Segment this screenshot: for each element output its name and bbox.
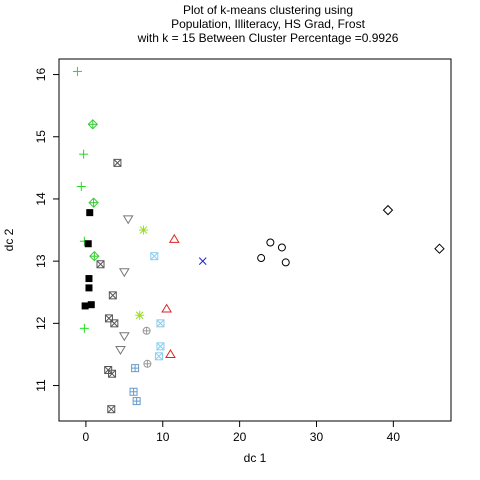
data-point — [139, 226, 148, 235]
data-points — [73, 67, 444, 413]
data-point — [120, 269, 129, 277]
data-point — [166, 350, 175, 358]
x-axis-label: dc 1 — [244, 451, 267, 465]
data-point — [86, 285, 92, 291]
y-tick-label: 12 — [34, 316, 48, 330]
data-point — [135, 311, 144, 320]
x-tick-label: 0 — [83, 430, 90, 444]
data-point — [109, 292, 116, 299]
data-point — [282, 259, 289, 266]
data-point — [199, 258, 206, 265]
data-point — [77, 182, 86, 191]
data-point — [73, 67, 82, 76]
data-point — [155, 353, 162, 360]
plot-frame — [59, 59, 451, 421]
data-point — [157, 320, 164, 327]
data-point — [143, 327, 150, 334]
data-point — [132, 365, 139, 372]
data-point — [80, 324, 89, 333]
y-axis: 11 12 13 14 15 16 — [34, 68, 59, 392]
data-point — [157, 343, 164, 350]
data-point — [258, 255, 265, 262]
data-point — [383, 206, 392, 215]
data-point — [85, 241, 91, 247]
data-point — [162, 305, 171, 313]
data-point — [90, 252, 99, 261]
data-point — [435, 244, 444, 253]
data-point — [86, 276, 92, 282]
chart-title-line-2: Population, Illiteracy, HS Grad, Frost — [171, 17, 366, 31]
data-point — [88, 120, 97, 129]
data-point — [170, 235, 179, 243]
x-tick-label: 20 — [233, 430, 247, 444]
data-point — [79, 150, 88, 159]
data-point — [116, 346, 125, 354]
x-axis: 0 10 20 30 40 — [83, 421, 401, 444]
data-point — [124, 216, 133, 224]
data-point — [87, 210, 93, 216]
y-tick-label: 16 — [34, 68, 48, 82]
data-point — [133, 398, 140, 405]
y-axis-label: dc 2 — [2, 228, 16, 251]
y-tick-label: 14 — [34, 192, 48, 206]
chart-title-line-1: Plot of k-means clustering using — [183, 3, 353, 17]
data-point — [278, 244, 285, 251]
data-point — [97, 261, 104, 268]
data-point — [114, 159, 121, 166]
chart-title-line-3: with k = 15 Between Cluster Percentage =… — [137, 31, 399, 45]
y-tick-label: 15 — [34, 130, 48, 144]
data-point — [108, 406, 115, 413]
data-point — [88, 302, 94, 308]
x-tick-label: 40 — [387, 430, 401, 444]
data-point — [111, 320, 118, 327]
data-point — [130, 388, 137, 395]
data-point — [151, 253, 158, 260]
x-tick-label: 30 — [310, 430, 324, 444]
data-point — [89, 198, 98, 207]
x-tick-label: 10 — [156, 430, 170, 444]
data-point — [82, 303, 88, 309]
data-point — [267, 239, 274, 246]
y-tick-label: 11 — [34, 379, 48, 392]
y-tick-label: 13 — [34, 254, 48, 268]
data-point — [120, 333, 129, 341]
data-point — [144, 360, 151, 367]
